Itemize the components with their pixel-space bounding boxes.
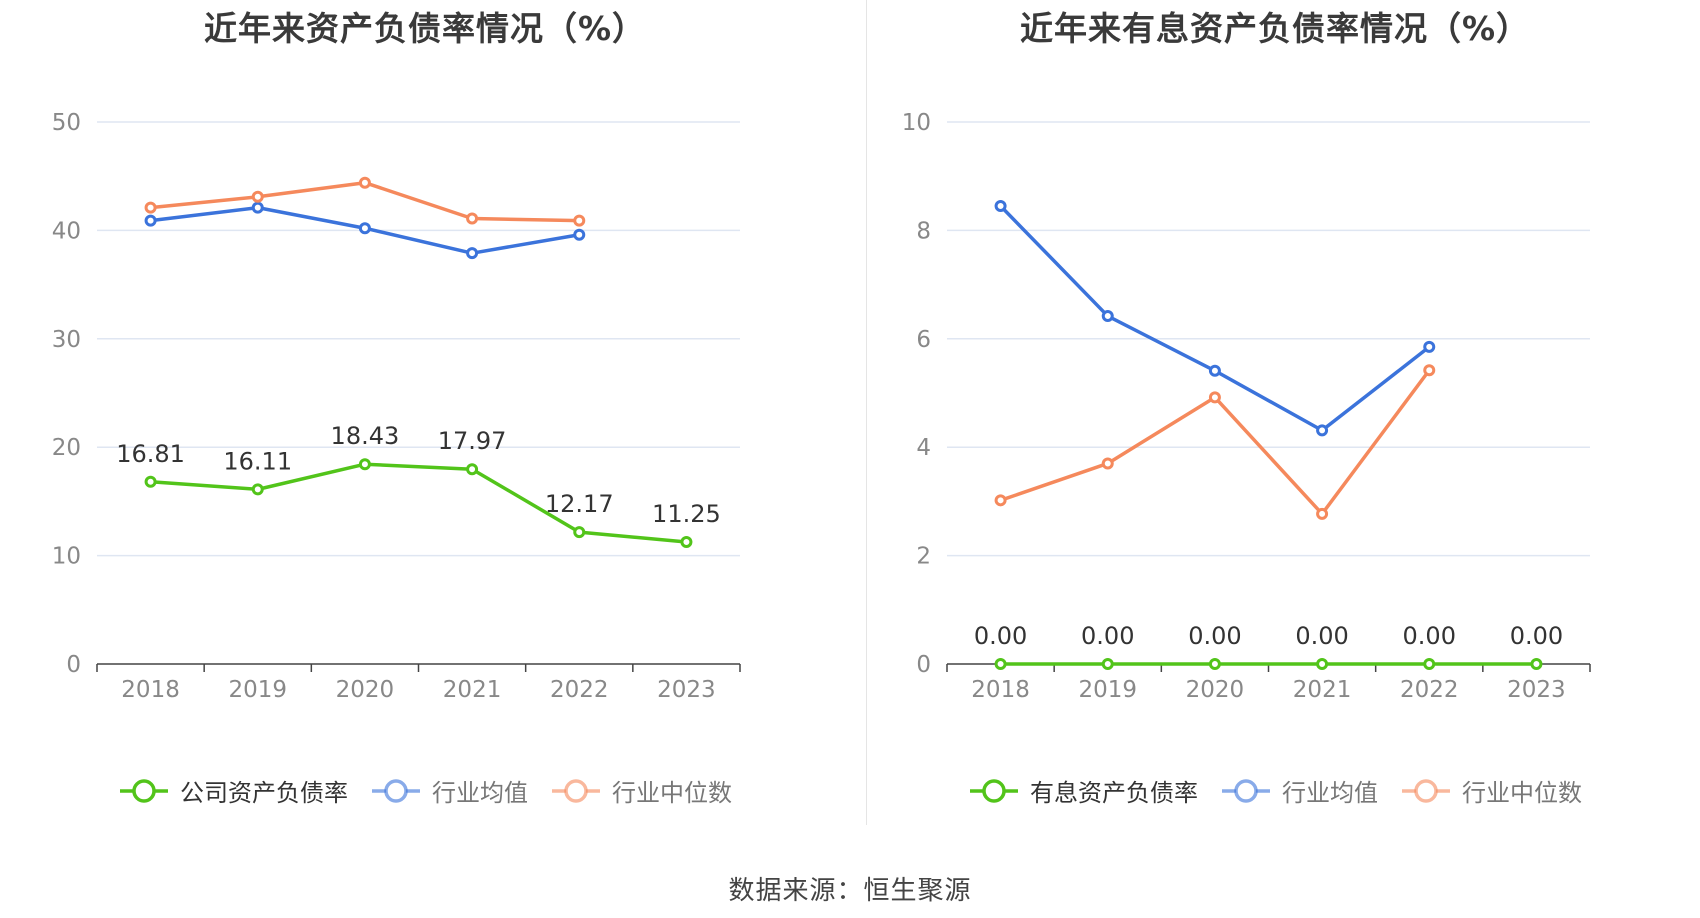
data-label: 0.00 xyxy=(1403,622,1456,650)
data-point[interactable] xyxy=(1208,658,1221,670)
data-point[interactable] xyxy=(994,494,1007,507)
y-tick-label: 0 xyxy=(66,652,81,678)
chart-title: 近年来有息资产负债率情况（%） xyxy=(1019,9,1531,48)
data-point[interactable] xyxy=(251,483,264,496)
y-tick-label: 40 xyxy=(52,218,81,244)
data-label: 0.00 xyxy=(1510,622,1563,650)
data-label: 0.00 xyxy=(1295,622,1348,650)
line-chart-interest-bearing: 0 2 4 6 8 10 2018 2019 2020 2021 2022 2023 0.00 0.00 0… xyxy=(902,110,1591,703)
y-tick-label: 10 xyxy=(902,110,931,136)
data-label: 16.11 xyxy=(223,447,292,475)
chart-panel-asset-liability: 近年来资产负债率情况（%） 0 10 20 30 40 50 2018 2019 2020 202… xyxy=(0,0,850,830)
y-tick-label: 2 xyxy=(916,544,931,570)
legend-label: 有息资产负债率 xyxy=(1030,779,1198,807)
data-point[interactable] xyxy=(358,222,371,235)
data-point[interactable] xyxy=(1101,457,1114,470)
data-point[interactable] xyxy=(1316,424,1329,437)
x-tick-label: 2020 xyxy=(336,677,395,703)
data-point[interactable] xyxy=(251,190,264,203)
data-point[interactable] xyxy=(1530,658,1543,670)
y-tick-label: 8 xyxy=(916,218,931,244)
data-point[interactable] xyxy=(466,247,479,260)
data-point[interactable] xyxy=(251,201,264,214)
y-tick-label: 6 xyxy=(916,327,931,353)
data-point[interactable] xyxy=(1423,658,1436,670)
y-tick-label: 0 xyxy=(916,652,931,678)
chart-legend: 公司资产负债率 行业均值 行业中位数 xyxy=(0,773,850,808)
x-tick-label: 2020 xyxy=(1186,677,1245,703)
legend-marker-icon xyxy=(120,778,168,803)
chart-title: 近年来资产负债率情况（%） xyxy=(203,9,647,48)
y-tick-label: 10 xyxy=(52,544,81,570)
data-label: 12.17 xyxy=(545,490,614,518)
series-line xyxy=(150,462,687,544)
data-point[interactable] xyxy=(358,176,371,189)
data-point[interactable] xyxy=(466,463,479,476)
data-point[interactable] xyxy=(1208,364,1221,377)
data-label: 17.97 xyxy=(438,427,507,455)
data-label: 18.43 xyxy=(331,422,400,450)
legend-label: 行业中位数 xyxy=(612,779,732,807)
legend-item[interactable]: 行业均值 xyxy=(1220,773,1378,808)
y-tick-label: 20 xyxy=(52,435,81,461)
y-tick-label: 30 xyxy=(52,327,81,353)
legend-label: 行业均值 xyxy=(1282,779,1378,807)
x-tick-label: 2019 xyxy=(228,677,287,703)
x-tick-label: 2023 xyxy=(657,677,716,703)
line-chart-asset-liability: 0 10 20 30 40 50 2018 2019 2020 2021 2022 2023 16.81… xyxy=(52,110,741,703)
legend-label: 公司资产负债率 xyxy=(180,779,348,807)
data-point[interactable] xyxy=(144,475,157,488)
data-label: 0.00 xyxy=(1188,622,1241,650)
data-point[interactable] xyxy=(994,200,1007,213)
legend-marker-icon xyxy=(1222,778,1270,803)
data-point[interactable] xyxy=(144,201,157,214)
data-point[interactable] xyxy=(573,214,586,227)
x-tick-label: 2018 xyxy=(121,677,180,703)
legend-label: 行业中位数 xyxy=(1462,779,1582,807)
x-tick-label: 2021 xyxy=(1293,677,1352,703)
legend-item[interactable]: 行业均值 xyxy=(370,773,528,808)
data-point[interactable] xyxy=(1101,658,1114,670)
y-tick-label: 4 xyxy=(916,435,931,461)
data-label: 0.00 xyxy=(974,622,1027,650)
legend-item[interactable]: 有息资产负债率 xyxy=(968,773,1198,808)
data-point[interactable] xyxy=(358,458,371,471)
data-point[interactable] xyxy=(680,536,693,549)
data-point[interactable] xyxy=(144,214,157,227)
data-label: 16.81 xyxy=(116,440,185,468)
legend-marker-icon xyxy=(552,778,600,803)
data-point[interactable] xyxy=(1101,310,1114,323)
data-point[interactable] xyxy=(1423,340,1436,353)
chart-legend: 有息资产负债率 行业均值 行业中位数 xyxy=(850,773,1700,808)
legend-item[interactable]: 公司资产负债率 xyxy=(118,773,348,808)
legend-item[interactable]: 行业中位数 xyxy=(550,773,732,808)
x-tick-label: 2022 xyxy=(1400,677,1459,703)
x-tick-label: 2022 xyxy=(550,677,609,703)
x-tick-label: 2018 xyxy=(971,677,1030,703)
chart-panel-interest-bearing: 近年来有息资产负债率情况（%） 0 2 4 6 8 10 2018 2019 2020 2021 2… xyxy=(850,0,1700,830)
data-point[interactable] xyxy=(466,212,479,225)
data-point[interactable] xyxy=(1316,507,1329,520)
legend-marker-icon xyxy=(970,778,1018,803)
data-point[interactable] xyxy=(573,228,586,241)
x-tick-label: 2019 xyxy=(1078,677,1137,703)
legend-label: 行业均值 xyxy=(432,779,528,807)
legend-item[interactable]: 行业中位数 xyxy=(1400,773,1582,808)
legend-marker-icon xyxy=(1402,778,1450,803)
panel-divider xyxy=(866,0,867,825)
legend-marker-icon xyxy=(372,778,420,803)
data-point[interactable] xyxy=(1423,364,1436,377)
data-label: 0.00 xyxy=(1081,622,1134,650)
data-point[interactable] xyxy=(994,658,1007,670)
data-source-note: 数据来源：恒生聚源 xyxy=(728,876,972,906)
x-tick-label: 2021 xyxy=(443,677,502,703)
data-point[interactable] xyxy=(573,526,586,539)
data-label: 11.25 xyxy=(652,500,721,528)
x-tick-label: 2023 xyxy=(1507,677,1566,703)
y-tick-label: 50 xyxy=(52,110,81,136)
data-point[interactable] xyxy=(1316,658,1329,670)
data-point[interactable] xyxy=(1208,391,1221,404)
